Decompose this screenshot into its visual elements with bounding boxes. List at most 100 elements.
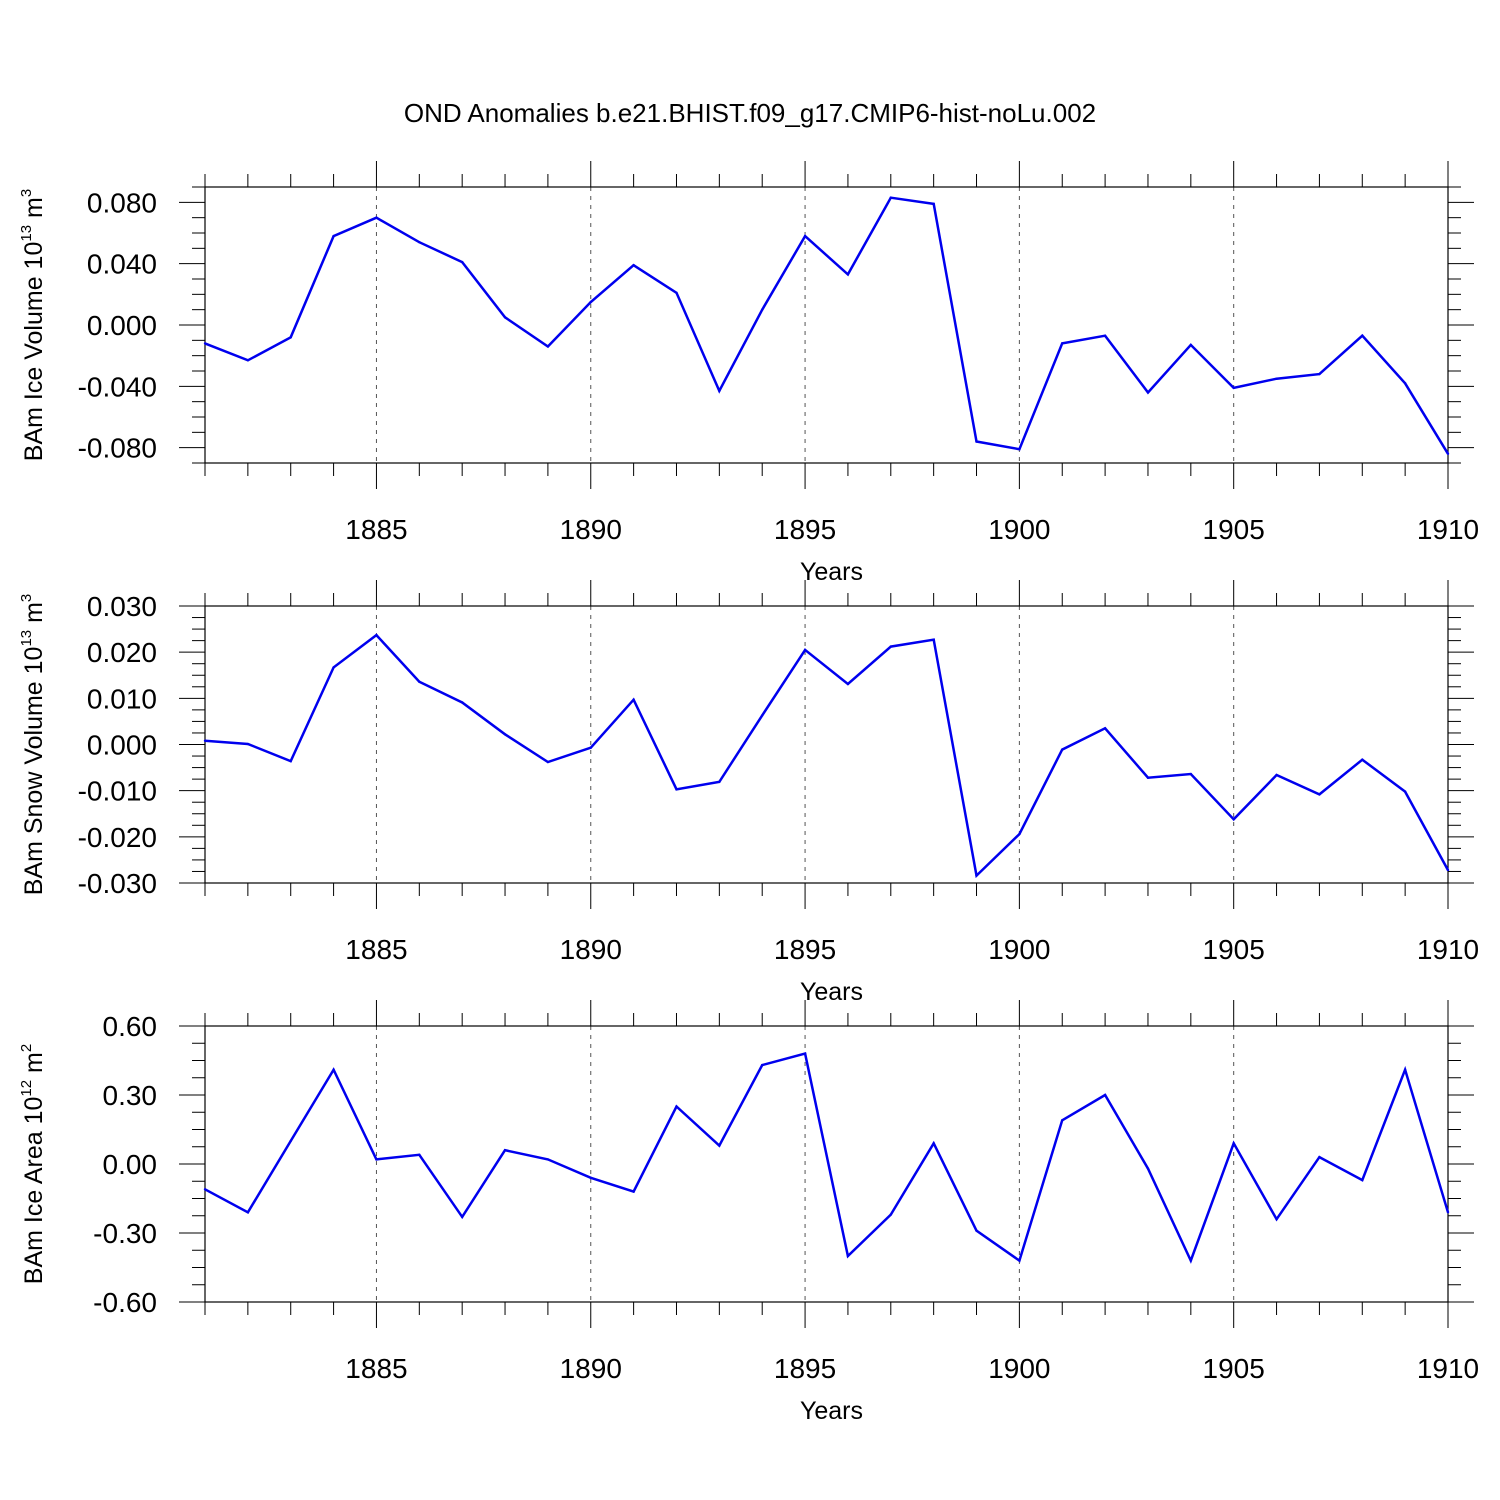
data-point (1103, 727, 1107, 730)
data-point (546, 760, 550, 764)
data-point (1061, 342, 1064, 345)
y-tick-label: -0.30 (93, 1218, 157, 1249)
x-tick-label: 1895 (774, 1353, 836, 1384)
data-point (1232, 1142, 1235, 1145)
data-point (203, 1188, 207, 1191)
data-point (460, 701, 464, 704)
y-tick-label: 0.010 (87, 683, 157, 714)
data-point (1146, 1167, 1150, 1170)
data-point (975, 440, 978, 443)
y-tick-label: 0.000 (87, 310, 157, 341)
data-point (1403, 790, 1407, 793)
x-tick-label: 1905 (1203, 514, 1265, 545)
data-point (1403, 382, 1407, 385)
x-tick-label: 1890 (560, 934, 622, 965)
data-point (975, 1229, 978, 1232)
x-tick-label: 1910 (1417, 1353, 1479, 1384)
data-point (503, 316, 507, 319)
data-point (289, 759, 292, 763)
y-tick-label: 0.040 (87, 249, 157, 280)
data-point (718, 1144, 721, 1147)
x-tick-label: 1895 (774, 514, 836, 545)
data-point (418, 1153, 421, 1157)
data-point (375, 633, 378, 637)
data-point (889, 1213, 892, 1216)
data-point (1018, 1259, 1021, 1262)
data-point (1189, 772, 1193, 776)
y-tick-label: 0.020 (87, 637, 157, 668)
data-point (932, 638, 935, 641)
data-point (546, 1158, 550, 1161)
data-point (803, 1052, 807, 1055)
data-point (1103, 1093, 1107, 1097)
data-point (632, 698, 635, 701)
data-point (675, 788, 678, 791)
y-tick-label: -0.60 (93, 1287, 157, 1318)
series-line (204, 196, 1450, 455)
data-point (1361, 758, 1364, 761)
x-tick-label: 1905 (1203, 1353, 1265, 1384)
data-point (846, 1254, 850, 1258)
x-tick-label: 1910 (1417, 514, 1479, 545)
data-point (1275, 1218, 1278, 1221)
data-point (761, 308, 764, 311)
data-point (1018, 448, 1021, 451)
panel-1: -0.080 -0.040 0.000 0.040 0.080 1885 1890 1895 1… (18, 161, 1479, 586)
x-axis-label: Years (800, 1397, 863, 1425)
series-line (204, 1052, 1450, 1264)
data-point (1103, 334, 1107, 337)
data-point (203, 739, 207, 743)
data-point (1318, 1155, 1321, 1159)
data-point (761, 714, 764, 717)
data-point (718, 389, 721, 393)
y-axis-label: BAm Ice Volume 1013 m3 (18, 189, 48, 461)
data-point (1061, 1119, 1064, 1122)
data-point (1361, 334, 1364, 337)
data-point (246, 742, 250, 746)
panel-2: -0.030 -0.020 -0.010 0.000 0.010 0.020 0.030 18… (18, 580, 1479, 1006)
data-point (675, 291, 678, 294)
data-point (803, 234, 807, 238)
data-point (718, 780, 721, 784)
y-tick-label: -0.020 (78, 822, 157, 853)
data-point (1189, 343, 1193, 347)
data-point (418, 241, 421, 244)
data-point (460, 1215, 464, 1219)
data-point (460, 260, 464, 264)
y-tick-label: -0.010 (78, 776, 157, 807)
plot-frame (204, 1025, 1449, 1303)
data-point (975, 874, 978, 877)
data-point (1275, 377, 1278, 380)
data-point (675, 1105, 678, 1108)
y-tick-label: -0.030 (78, 868, 157, 899)
data-point (1318, 372, 1321, 376)
x-tick-label: 1885 (345, 934, 407, 965)
y-tick-label: 0.000 (87, 730, 157, 761)
y-tick-label: -0.080 (78, 433, 157, 464)
x-tick-label: 1905 (1203, 934, 1265, 965)
y-axis-label: BAm Ice Area 1012 m2 (18, 1044, 48, 1284)
data-point (375, 216, 378, 219)
x-axis-label: Years (800, 558, 863, 586)
data-point (803, 648, 807, 652)
plot-frame (204, 186, 1449, 464)
data-point (589, 300, 592, 304)
data-point (1446, 452, 1450, 455)
x-tick-label: 1885 (345, 1353, 407, 1384)
data-point (546, 345, 550, 348)
data-point (246, 359, 250, 362)
data-point (1018, 832, 1021, 836)
data-point (332, 234, 335, 238)
panel-3: -0.60 -0.30 0.00 0.30 0.60 1885 1890 1895 1900 19… (18, 1000, 1479, 1425)
data-point (332, 666, 335, 669)
data-point (1446, 868, 1450, 872)
y-tick-label: 0.00 (103, 1149, 158, 1180)
data-point (1146, 391, 1150, 394)
data-point (846, 273, 850, 276)
x-tick-label: 1900 (988, 1353, 1050, 1384)
data-point (375, 1158, 378, 1161)
data-point (1232, 818, 1235, 821)
data-point (503, 733, 507, 736)
x-tick-label: 1890 (560, 514, 622, 545)
